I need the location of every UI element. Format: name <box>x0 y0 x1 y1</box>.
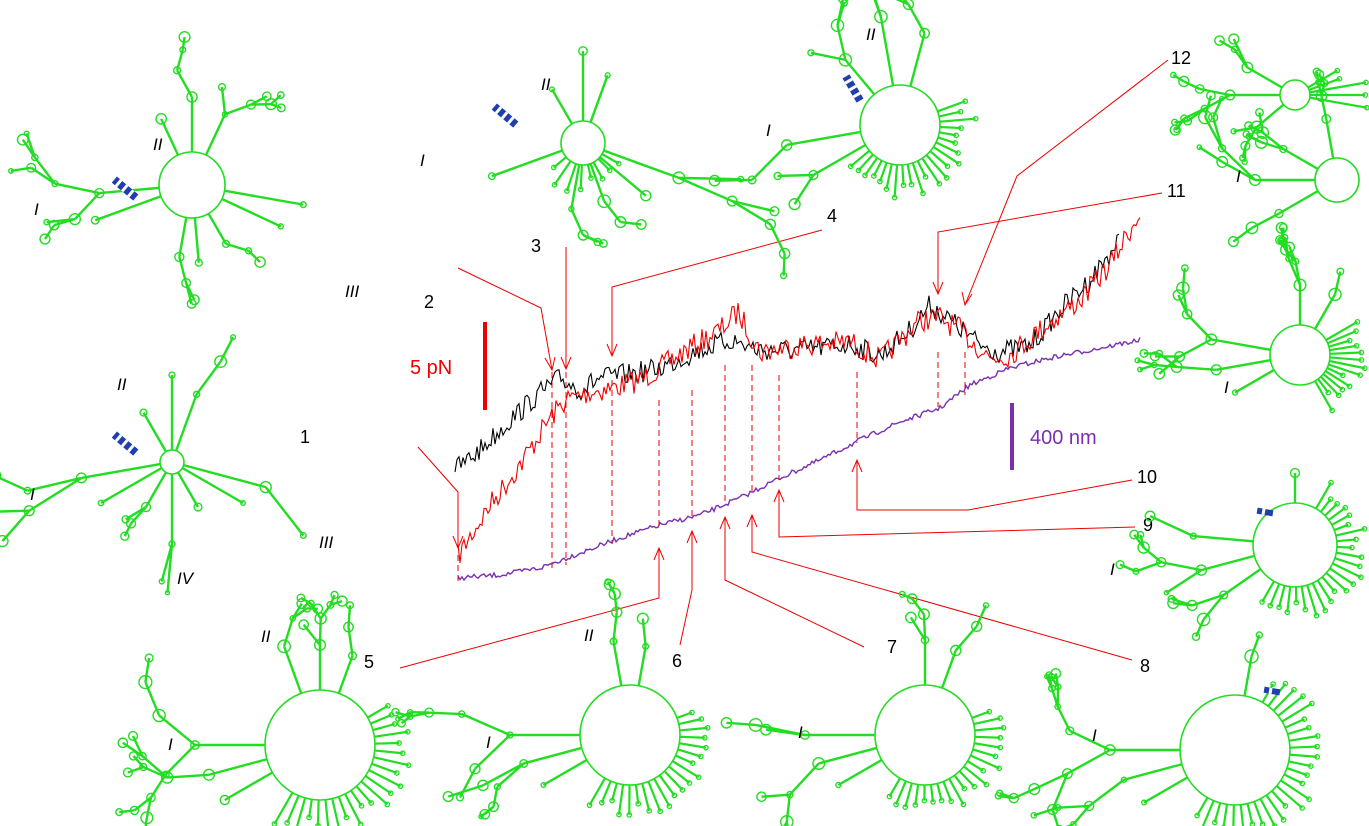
helix-marker-2 <box>111 431 139 456</box>
event-label-7: 7 <box>887 637 897 657</box>
event-label-6: 6 <box>672 651 682 671</box>
arrowhead-11 <box>932 281 944 296</box>
domain-label-s5-II: II <box>261 627 271 646</box>
domain-label-s3-II: II <box>541 75 551 94</box>
event-label-4: 4 <box>827 206 837 226</box>
rna-structure-3 <box>487 46 791 280</box>
rna-structure-11 <box>1196 67 1360 248</box>
domain-labels: I II III IV I II III I II I II I II I II… <box>30 25 1241 754</box>
domain-label-s9-I: I <box>1110 560 1115 579</box>
rna-structure-12 <box>1169 33 1369 166</box>
domain-label-s1-IV: IV <box>177 569 195 588</box>
traces <box>454 217 1141 582</box>
helix-marker-3 <box>491 103 519 128</box>
arrowhead-4 <box>606 343 618 358</box>
domain-label-s1-II: II <box>117 375 127 394</box>
leader-9 <box>778 490 1136 538</box>
rna-structure-7 <box>720 590 1007 826</box>
leader-8 <box>751 515 1133 661</box>
arrowhead-7 <box>719 515 731 530</box>
leader-2 <box>457 267 553 371</box>
domain-label-s2-II: II <box>153 135 163 154</box>
helix-marker-5 <box>1256 507 1274 517</box>
domain-label-s3-I: I <box>420 151 425 170</box>
extension-scale-bar: 400 nm <box>1010 403 1097 470</box>
leader-10 <box>856 460 1133 511</box>
domain-label-s8-I: I <box>1092 726 1097 745</box>
domain-label-s1-III: III <box>319 533 333 552</box>
event-drop-lines <box>457 352 966 582</box>
force-trace-red <box>457 217 1141 563</box>
event-label-3: 3 <box>531 236 541 256</box>
arrowhead-5 <box>653 546 665 561</box>
force-scale-label: 5 pN <box>410 357 452 379</box>
leader-7 <box>724 517 865 648</box>
event-label-11: 11 <box>1167 181 1186 201</box>
leader-5 <box>399 548 660 669</box>
arrowhead-2 <box>544 356 556 372</box>
rna-structure-2 <box>8 30 307 309</box>
rna-structure-6 <box>391 578 711 820</box>
leader-11 <box>937 192 1163 294</box>
domain-label-s5-I: I <box>168 735 173 754</box>
domain-label-s10-I: I <box>1224 378 1229 397</box>
domain-label-s1-I: I <box>30 485 35 504</box>
force-scale-bar: 5 pN <box>410 322 487 410</box>
event-label-12: 12 <box>1171 48 1191 68</box>
arrowhead-8 <box>746 513 758 528</box>
helix-markers <box>111 74 1281 696</box>
helix-marker-6 <box>1263 686 1281 696</box>
helix-marker-4 <box>842 74 864 103</box>
extension-scale-label: 400 nm <box>1030 427 1097 449</box>
domain-label-s4-I: I <box>766 121 771 140</box>
arrowhead-10 <box>851 458 863 473</box>
arrowhead-3 <box>560 356 572 371</box>
arrowhead-9 <box>773 488 785 503</box>
rna-structure-4 <box>708 0 979 211</box>
domain-label-s4-II: II <box>866 25 876 44</box>
leader-6 <box>679 531 693 646</box>
arrowhead-6 <box>686 529 698 544</box>
event-label-9: 9 <box>1143 515 1153 535</box>
arrowhead-12 <box>961 291 973 307</box>
event-label-1: 1 <box>300 427 310 447</box>
force-trace-black <box>454 233 1120 473</box>
event-label-5: 5 <box>364 652 374 672</box>
helix-marker-1 <box>111 176 139 201</box>
leader-lines <box>399 59 1169 669</box>
event-number-labels: 1 2 3 4 5 6 7 8 9 10 11 12 <box>300 48 1191 676</box>
leader-12 <box>964 59 1169 306</box>
rna-structure-9 <box>1115 467 1368 641</box>
domain-label-s6-I: I <box>486 733 491 752</box>
arrowhead-1 <box>452 535 464 550</box>
leader-4 <box>611 229 823 356</box>
rna-structure-5 <box>115 590 412 826</box>
event-label-10: 10 <box>1137 467 1157 487</box>
leader-1 <box>417 446 459 548</box>
domain-label-s2-I: I <box>34 200 39 219</box>
domain-label-s11-I: I <box>1236 167 1241 186</box>
rna-structure-1 <box>0 334 307 596</box>
rna-structure-10 <box>1134 221 1368 414</box>
event-label-2: 2 <box>424 292 434 312</box>
extension-trace <box>457 337 1141 582</box>
domain-label-s6-II: II <box>584 626 594 645</box>
event-label-8: 8 <box>1140 656 1150 676</box>
domain-label-s2-III: III <box>345 282 359 301</box>
rna-structure-8 <box>994 631 1321 826</box>
domain-label-s7-I: I <box>798 723 803 742</box>
